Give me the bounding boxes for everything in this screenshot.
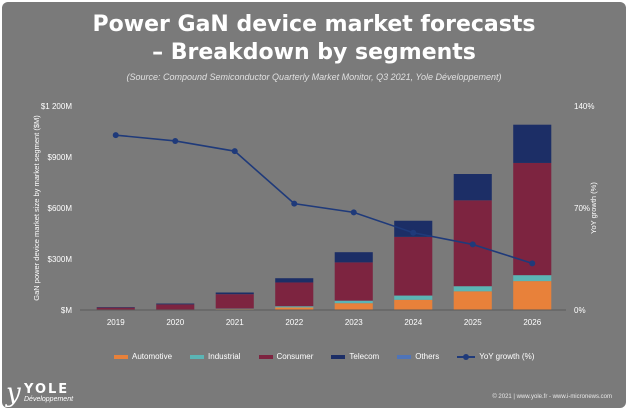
legend-label: Others [415, 352, 440, 361]
x-tick-label-2022: 2022 [285, 318, 303, 327]
chart-subtitle: – Breakdown by segments [152, 40, 476, 65]
y-tick-label: $600M [48, 204, 73, 213]
yoy-point-2023 [350, 209, 357, 216]
y2-tick-label: 140% [574, 102, 594, 111]
legend-item-yoy-growth: YoY growth (%) [457, 352, 534, 361]
legend-item-industrial: Industrial [190, 352, 241, 361]
legend-item-telecom: Telecom [331, 352, 379, 361]
y-axis-title: GaN power device market size by market s… [32, 115, 41, 301]
legend-item-consumer: Consumer [258, 352, 314, 361]
yoy-point-2020 [172, 137, 179, 144]
bar-segment-consumer-2022 [275, 282, 314, 307]
y-tick-label: $900M [48, 153, 73, 162]
bar-segment-consumer-2019 [96, 307, 135, 310]
x-tick-label-2019: 2019 [107, 318, 125, 327]
legend-swatch [190, 354, 205, 359]
bar-segment-telecom-2019 [96, 307, 135, 308]
legend-swatch [114, 354, 128, 359]
legend-label: YoY growth (%) [479, 352, 535, 361]
bar-segment-consumer-2024 [394, 236, 433, 296]
bar-segment-telecom-2020 [156, 303, 195, 305]
bar-segment-telecom-2022 [275, 278, 314, 283]
yoy-point-2019 [112, 132, 119, 139]
x-tick-label-2021: 2021 [226, 318, 244, 327]
bar-segment-telecom-2026 [513, 124, 552, 163]
source-note: (Source: Compound Semiconductor Quarterl… [126, 72, 502, 82]
legend-label: Automotive [132, 352, 173, 361]
x-tick-label-2023: 2023 [345, 318, 363, 327]
y-tick-label: $300M [48, 255, 73, 264]
yoy-growth-line-group [112, 132, 536, 267]
bar-segment-telecom-2025 [453, 174, 492, 201]
bar-segment-automotive-2022 [275, 307, 314, 310]
x-tick-label-2025: 2025 [464, 318, 482, 327]
bar-segment-automotive-2023 [334, 303, 373, 310]
y2-tick-label: 0% [574, 306, 586, 315]
y-tick-label: $M [61, 306, 72, 315]
chart-area: $M $300M $600M $900M $1 200M 0% 70% 140% 2019 202… [32, 102, 598, 327]
bar-segment-industrial-2026 [513, 275, 552, 282]
legend-label: Telecom [349, 352, 380, 361]
yoy-point-2026 [529, 260, 536, 267]
legend-swatch [331, 354, 346, 359]
y-tick-label: $1 200M [41, 102, 72, 111]
x-tick-label-2026: 2026 [523, 318, 541, 327]
bar-segment-consumer-2021 [215, 294, 254, 309]
slide: Power GaN device market forecasts – Brea… [2, 2, 626, 408]
bar-segment-industrial-2021 [215, 308, 254, 310]
yoy-point-2025 [469, 241, 476, 248]
axes-group: $M $300M $600M $900M $1 200M 0% 70% 140% 2019 202… [32, 102, 598, 327]
legend-label: Consumer [276, 352, 314, 361]
bar-segment-consumer-2026 [513, 162, 552, 276]
bar-segment-consumer-2020 [156, 304, 195, 310]
copyright-text: © 2021 | www.yole.fr - www.i-micronews.c… [492, 394, 612, 400]
bar-segment-industrial-2022 [275, 306, 314, 308]
bar-segment-telecom-2023 [334, 252, 373, 263]
yoy-point-2022 [291, 200, 298, 207]
bar-stack-group [96, 124, 552, 310]
legend-label: Industrial [208, 352, 241, 361]
legend-item-others: Others [397, 352, 439, 361]
chart-title: Power GaN device market forecasts [92, 12, 536, 37]
legend-swatch [258, 354, 273, 359]
bar-segment-automotive-2024 [394, 299, 433, 310]
x-tick-label-2024: 2024 [404, 318, 422, 327]
bar-segment-automotive-2026 [513, 281, 552, 310]
bar-segment-industrial-2025 [453, 286, 492, 292]
bar-segment-telecom-2024 [394, 220, 433, 237]
bar-segment-telecom-2021 [215, 292, 254, 295]
y2-tick-label: 70% [574, 204, 590, 213]
yoy-point-2021 [231, 148, 238, 155]
bar-segment-industrial-2024 [394, 295, 433, 300]
logo-word: YOLE [24, 382, 70, 397]
logo-mark: y [6, 378, 21, 408]
y2-axis-title: YoY growth (%) [589, 182, 598, 234]
legend-line-marker [457, 353, 476, 361]
x-tick-label-2020: 2020 [166, 318, 184, 327]
legend: Automotive Industrial Consumer Telecom Other… [114, 352, 534, 361]
bar-segment-automotive-2025 [453, 291, 492, 310]
legend-swatch [397, 354, 412, 359]
bar-segment-industrial-2023 [334, 300, 373, 304]
legend-item-automotive: Automotive [114, 352, 172, 361]
yoy-point-2024 [410, 229, 417, 236]
yoy-growth-line [115, 134, 533, 265]
logo-sub: Développement [24, 396, 74, 403]
bar-segment-consumer-2023 [334, 262, 373, 301]
